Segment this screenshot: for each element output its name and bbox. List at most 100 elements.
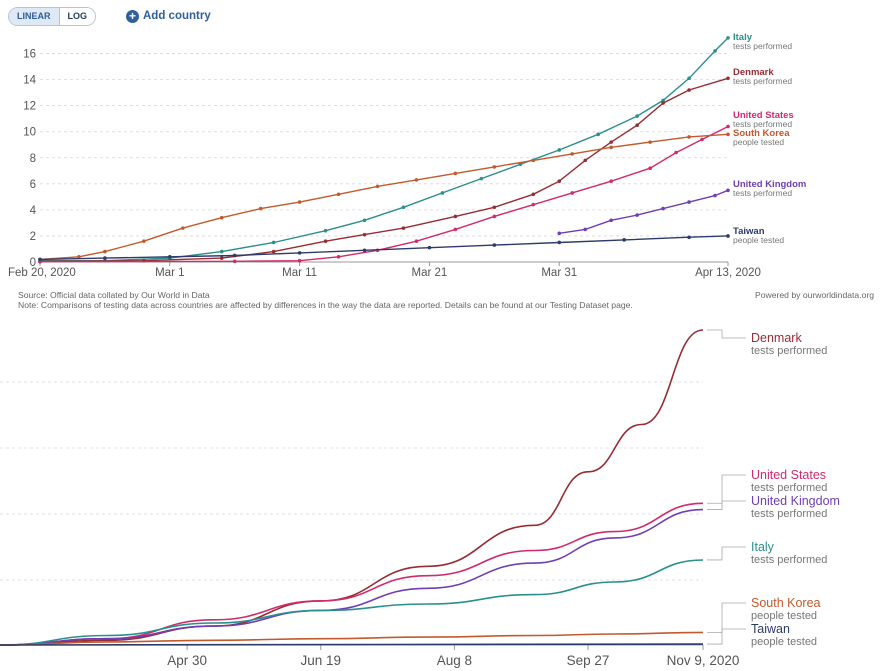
- y-tick-label: 2: [30, 231, 36, 243]
- x-tick-label: Jun 19: [300, 653, 341, 668]
- data-point-denmark: [583, 158, 588, 163]
- data-point-south-korea: [375, 184, 380, 189]
- series-label-south-korea: South Korea: [751, 596, 821, 610]
- series-label-italy: Italy: [733, 32, 753, 43]
- series-line-taiwan: [0, 643, 704, 646]
- data-point-taiwan: [168, 254, 172, 259]
- series-line-italy: [40, 37, 729, 262]
- log-scale-button[interactable]: LOG: [58, 7, 95, 25]
- data-point-united-kingdom: [635, 213, 639, 217]
- y-tick-label: 8: [30, 153, 36, 165]
- x-tick-label: Feb 20, 2020: [8, 267, 76, 279]
- powered-by-link[interactable]: Powered by ourworldindata.org: [755, 290, 874, 300]
- series-sublabel-united-kingdom: tests performed: [751, 508, 827, 520]
- data-point-italy: [219, 249, 224, 254]
- series-sublabel-taiwan: people tested: [733, 235, 784, 245]
- scale-toggle: LINEAR LOG: [8, 6, 96, 26]
- data-point-denmark: [609, 140, 613, 144]
- x-tick-label: Mar 31: [541, 267, 577, 279]
- data-point-denmark: [687, 88, 691, 92]
- data-point-taiwan: [38, 257, 42, 262]
- series-label-south-korea: South Korea: [733, 128, 790, 139]
- data-point-denmark: [557, 179, 562, 184]
- y-tick-label: 10: [23, 127, 36, 139]
- y-tick-label: 4: [30, 205, 37, 217]
- data-point-italy: [323, 228, 328, 233]
- x-tick-label: Aug 8: [437, 653, 472, 668]
- data-point-italy: [362, 218, 367, 223]
- x-tick-label: Mar 1: [155, 267, 184, 279]
- data-point-south-korea: [726, 132, 730, 137]
- data-point-south-korea: [336, 192, 341, 197]
- series-sublabel-denmark: tests performed: [733, 76, 792, 86]
- data-point-taiwan: [232, 253, 237, 258]
- data-point-south-korea: [142, 239, 146, 243]
- data-point-italy: [726, 36, 730, 40]
- add-country-button[interactable]: + Add country: [126, 9, 211, 23]
- series-label-denmark: Denmark: [733, 67, 774, 78]
- series-sublabel-united-kingdom: tests performed: [733, 188, 792, 198]
- data-point-united-states: [700, 137, 704, 142]
- label-connector: [707, 500, 746, 510]
- data-point-united-kingdom: [713, 193, 717, 198]
- label-connector: [707, 628, 746, 645]
- source-notes: Source: Official data collated by Our Wo…: [18, 290, 874, 310]
- data-point-south-korea: [687, 135, 691, 139]
- data-point-south-korea: [180, 226, 185, 230]
- data-point-united-states: [453, 227, 458, 232]
- data-point-united-states: [336, 254, 341, 259]
- label-connector: [707, 602, 746, 633]
- y-tick-label: 6: [30, 179, 36, 191]
- series-sublabel-south-korea: people tested: [733, 137, 784, 147]
- plus-circle-icon: +: [126, 9, 139, 23]
- y-tick-label: 0: [30, 257, 36, 269]
- data-point-denmark: [323, 239, 328, 243]
- data-point-south-korea: [297, 200, 302, 204]
- series-label-italy: Italy: [751, 540, 775, 554]
- data-point-italy: [479, 176, 484, 181]
- data-point-united-states: [726, 124, 730, 129]
- series-line-denmark: [0, 329, 704, 646]
- data-point-italy: [271, 240, 276, 245]
- series-label-denmark: Denmark: [751, 331, 802, 345]
- series-line-united-states: [0, 502, 704, 646]
- series-sublabel-united-states: tests performed: [733, 119, 792, 129]
- data-point-denmark: [453, 214, 458, 219]
- data-point-italy: [557, 148, 562, 152]
- y-tick-label: 12: [23, 101, 36, 113]
- data-point-south-korea: [570, 152, 575, 156]
- x-tick-label: Mar 11: [282, 267, 317, 279]
- data-point-taiwan: [427, 245, 432, 250]
- data-point-united-kingdom: [687, 200, 691, 204]
- data-point-united-kingdom: [583, 227, 588, 232]
- data-point-denmark: [401, 226, 406, 230]
- data-point-united-kingdom: [661, 206, 665, 211]
- data-point-united-states: [232, 259, 237, 264]
- data-point-italy: [635, 114, 639, 118]
- series-line-taiwan: [39, 235, 729, 261]
- data-point-taiwan: [492, 243, 497, 247]
- series-label-united-states: United States: [751, 468, 826, 482]
- data-point-taiwan: [622, 238, 626, 242]
- x-tick-label: Mar 21: [412, 267, 448, 279]
- data-point-denmark: [635, 123, 639, 127]
- data-point-italy: [440, 191, 445, 195]
- series-sublabel-italy: tests performed: [751, 554, 827, 566]
- series-sublabel-united-states: tests performed: [751, 482, 827, 494]
- data-point-united-kingdom: [557, 231, 562, 236]
- data-point-united-kingdom: [609, 218, 613, 223]
- data-point-denmark: [661, 101, 665, 105]
- linear-scale-button[interactable]: LINEAR: [9, 7, 59, 25]
- data-point-south-korea: [531, 158, 536, 163]
- data-point-italy: [661, 98, 665, 103]
- data-point-denmark: [492, 205, 497, 210]
- series-line-united-kingdom: [0, 508, 704, 646]
- data-point-taiwan: [103, 256, 107, 260]
- data-point-denmark: [362, 232, 367, 237]
- data-point-united-states: [570, 191, 575, 195]
- data-point-south-korea: [414, 178, 419, 182]
- series-label-taiwan: Taiwan: [751, 622, 790, 636]
- series-label-united-states: United States: [733, 110, 794, 121]
- data-point-taiwan: [362, 248, 367, 253]
- series-label-united-kingdom: United Kingdom: [751, 494, 840, 508]
